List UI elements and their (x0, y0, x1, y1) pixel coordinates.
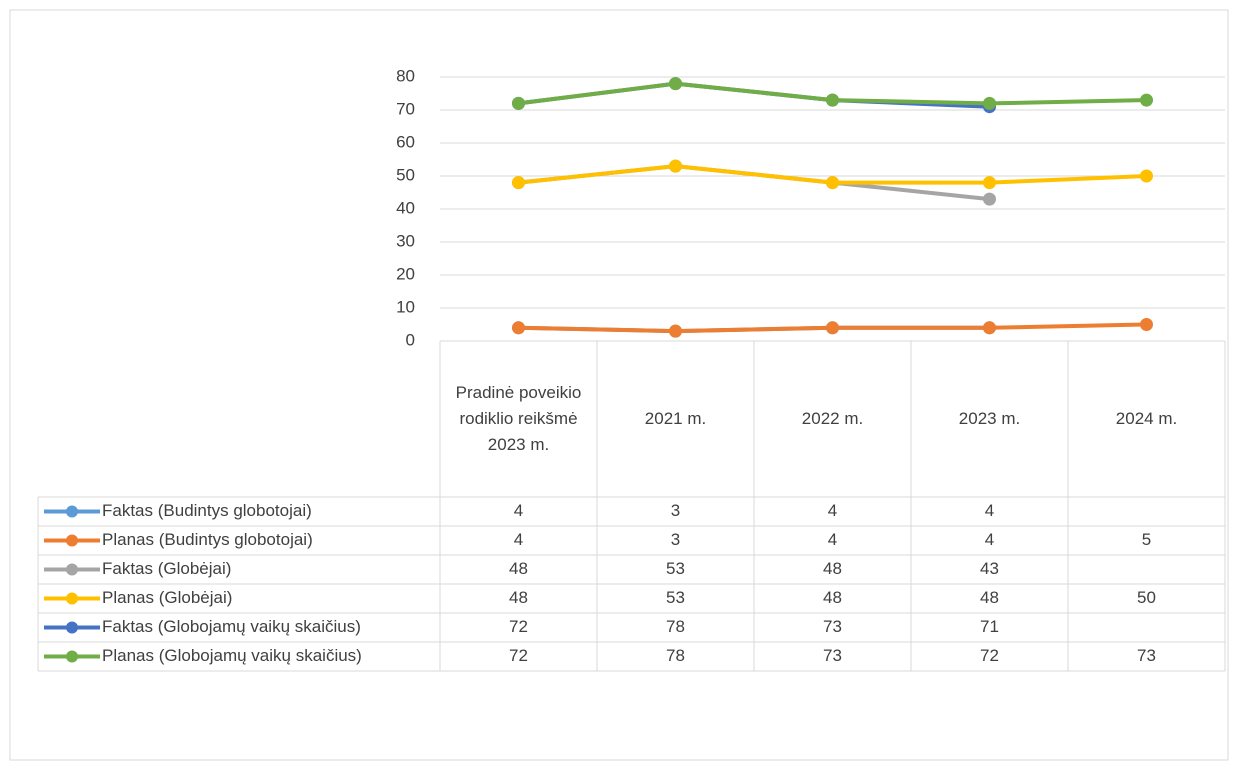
table-value: 48 (509, 559, 528, 578)
chart-border (9, 9, 1229, 761)
data-point (983, 176, 996, 190)
data-point (1140, 169, 1153, 183)
data-point (512, 321, 525, 335)
table-value: 73 (823, 646, 842, 665)
legend-marker (66, 563, 78, 576)
legend-marker (66, 621, 78, 634)
legend-marker (66, 505, 78, 518)
table-value: 43 (980, 559, 999, 578)
data-point (669, 77, 682, 91)
table-value: 73 (1137, 646, 1156, 665)
data-point (669, 324, 682, 338)
y-tick-label: 40 (396, 198, 415, 217)
data-point (826, 93, 839, 107)
data-point (983, 96, 996, 110)
legend-label: Planas (Budintys globotojai) (102, 530, 313, 549)
table-value: 78 (666, 617, 685, 636)
table-value: 71 (980, 617, 999, 636)
y-tick-label: 60 (396, 132, 415, 151)
y-tick-label: 30 (396, 231, 415, 250)
legend-marker (66, 592, 78, 605)
legend-label: Planas (Globėjai) (102, 588, 232, 607)
table-value: 50 (1137, 588, 1156, 607)
table-value: 78 (666, 646, 685, 665)
table-value: 4 (514, 530, 523, 549)
table-value: 4 (828, 530, 837, 549)
legend-label: Faktas (Globėjai) (102, 559, 231, 578)
x-tick-label: 2023 m. (958, 409, 1021, 428)
data-point (512, 96, 525, 110)
y-tick-label: 20 (396, 264, 415, 283)
table-value: 48 (823, 588, 842, 607)
table-value: 3 (671, 530, 680, 549)
legend-label: Faktas (Globojamų vaikų skaičius) (102, 617, 361, 636)
y-tick-label: 70 (396, 99, 415, 118)
table-value: 4 (985, 501, 994, 520)
data-point (983, 192, 996, 206)
y-tick-label: 80 (396, 66, 415, 85)
x-tick-label: 2024 m. (1115, 409, 1178, 428)
legend-marker (66, 650, 78, 663)
table-value: 48 (980, 588, 999, 607)
table-value: 48 (509, 588, 528, 607)
data-point (826, 321, 839, 335)
table-value: 4 (828, 501, 837, 520)
legend-label: Faktas (Budintys globotojai) (102, 501, 312, 520)
legend-label: Planas (Globojamų vaikų skaičius) (102, 646, 362, 665)
data-point (1140, 93, 1153, 107)
data-point (1140, 318, 1153, 331)
table-value: 72 (980, 646, 999, 665)
y-tick-label: 10 (396, 297, 415, 316)
table-value: 48 (823, 559, 842, 578)
table-value: 53 (666, 559, 685, 578)
y-tick-label: 50 (396, 165, 415, 184)
x-tick-label: 2022 m. (801, 409, 864, 428)
data-point (512, 176, 525, 190)
legend-marker (66, 534, 78, 547)
x-tick-label: Pradinė poveikio rodiklio reikšmė 2023 m… (455, 383, 582, 454)
table-value: 73 (823, 617, 842, 636)
data-point (669, 159, 682, 173)
data-point (826, 176, 839, 190)
table-value: 4 (514, 501, 523, 520)
table-value: 3 (671, 501, 680, 520)
y-tick-label: 0 (406, 330, 415, 349)
data-point (983, 321, 996, 335)
table-value: 4 (985, 530, 994, 549)
table-value: 72 (509, 617, 528, 636)
x-tick-label: 2021 m. (644, 409, 707, 428)
table-value: 72 (509, 646, 528, 665)
table-value: 53 (666, 588, 685, 607)
table-value: 5 (1142, 530, 1151, 549)
